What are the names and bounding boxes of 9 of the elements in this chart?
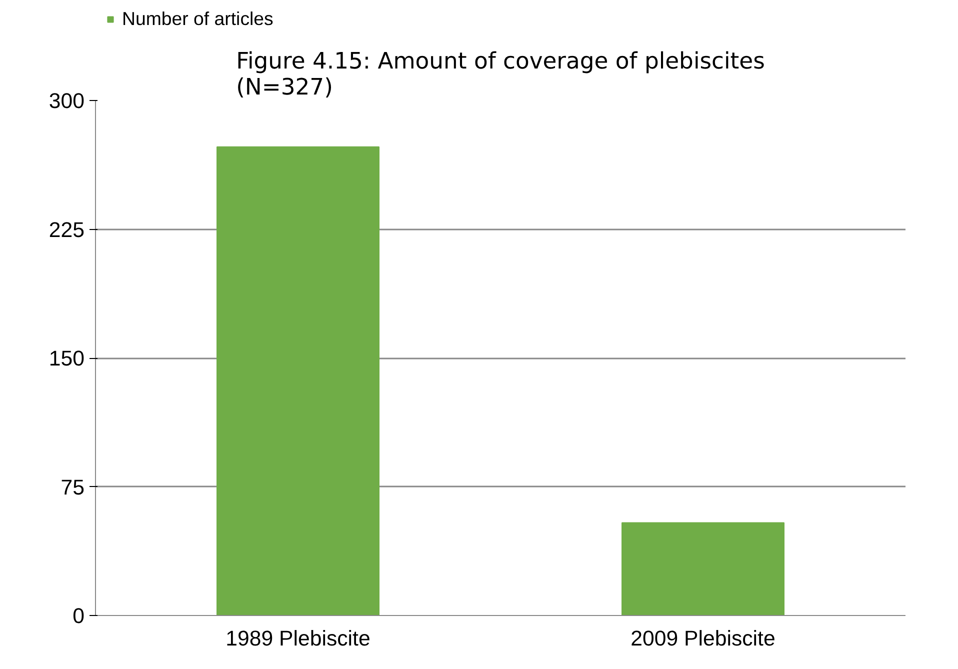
chart-title: Figure 4.15: Amount of coverage of plebiscites (N=327)	[236, 48, 765, 100]
y-tick-label: 0	[72, 604, 85, 628]
y-tick-label: 300	[48, 89, 85, 113]
x-tick-label: 1989 Plebiscite	[226, 626, 370, 650]
y-tick-label: 225	[48, 218, 85, 242]
y-tick-label: 75	[60, 475, 85, 500]
legend-label: Number of articles	[122, 8, 274, 30]
x-tick-label: 2009 Plebiscite	[630, 626, 776, 650]
y-tick-label: 150	[48, 346, 85, 370]
